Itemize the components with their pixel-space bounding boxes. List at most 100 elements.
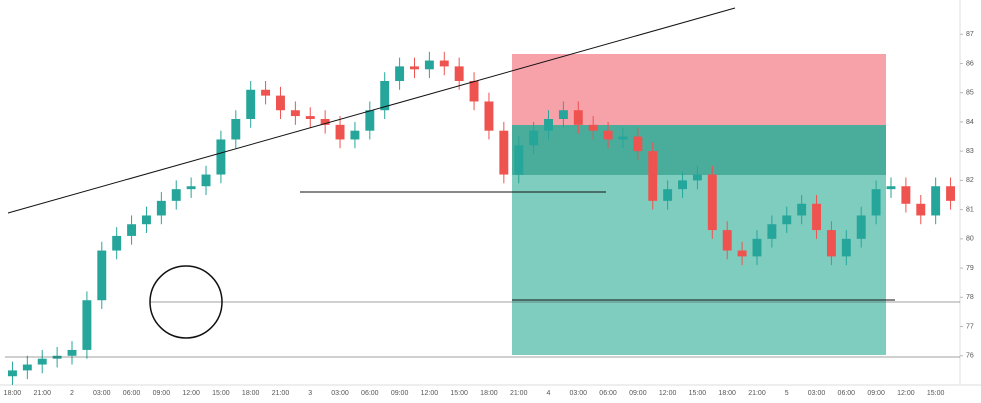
x-tick-label: 09:00 xyxy=(153,390,171,397)
candle-body xyxy=(752,238,762,257)
candle-body xyxy=(82,300,92,350)
candle-body xyxy=(633,136,643,152)
candle-body xyxy=(439,60,449,67)
y-tick-label: 87 xyxy=(966,31,974,38)
x-tick-label: 12:00 xyxy=(182,390,200,397)
candle-body xyxy=(127,224,137,236)
candle-body xyxy=(886,186,896,190)
candle-body xyxy=(901,186,911,204)
x-tick-label: 18:00 xyxy=(718,390,736,397)
x-tick-label: 15:00 xyxy=(927,390,945,397)
candle-body xyxy=(320,119,330,125)
y-tick-label: 77 xyxy=(966,323,974,330)
stop-zone xyxy=(512,54,886,125)
candle-body xyxy=(290,110,300,117)
x-tick-label: 5 xyxy=(785,390,789,397)
candle-body xyxy=(365,110,375,131)
candle-body xyxy=(558,110,568,119)
candle-body xyxy=(469,81,479,102)
x-tick-label: 18:00 xyxy=(242,390,260,397)
candle-body xyxy=(841,238,851,257)
candle-body xyxy=(588,124,598,131)
candle-body xyxy=(826,230,836,257)
candle-body xyxy=(707,174,717,231)
candle-body xyxy=(305,116,315,119)
highlight-circle xyxy=(149,265,223,339)
target-zone xyxy=(512,175,886,355)
x-tick-label: 4 xyxy=(547,390,551,397)
candle-body xyxy=(216,139,226,175)
candle-body xyxy=(618,136,628,140)
y-tick-label: 80 xyxy=(966,236,974,243)
x-tick-label: 09:00 xyxy=(391,390,409,397)
x-tick-label: 15:00 xyxy=(689,390,707,397)
candle-body xyxy=(648,151,658,201)
x-tick-label: 06:00 xyxy=(361,390,379,397)
candle-body xyxy=(484,101,494,131)
x-tick-label: 18:00 xyxy=(4,390,22,397)
x-tick-label: 21:00 xyxy=(510,390,528,397)
candle-body xyxy=(454,66,464,81)
x-tick-label: 15:00 xyxy=(450,390,468,397)
candle-body xyxy=(335,124,345,140)
candle-body xyxy=(573,110,583,125)
x-tick-label: 2 xyxy=(70,390,74,397)
y-tick-label: 81 xyxy=(966,206,974,213)
x-tick-label: 03:00 xyxy=(570,390,588,397)
candle-body xyxy=(97,250,107,301)
candle-body xyxy=(782,215,792,225)
y-tick-label: 83 xyxy=(966,148,974,155)
candle-body xyxy=(871,189,881,216)
x-tick-label: 18:00 xyxy=(480,390,498,397)
candle-body xyxy=(7,370,17,377)
x-tick-label: 3 xyxy=(308,390,312,397)
candle-body xyxy=(529,130,539,146)
x-tick-label: 12:00 xyxy=(421,390,439,397)
candle-body xyxy=(946,186,956,201)
candle-body xyxy=(603,130,613,140)
x-tick-label: 21:00 xyxy=(272,390,290,397)
x-tick-label: 06:00 xyxy=(123,390,141,397)
candle-body xyxy=(22,364,32,371)
candle-body xyxy=(395,66,405,81)
x-tick-label: 12:00 xyxy=(897,390,915,397)
y-tick-label: 76 xyxy=(966,353,974,360)
candle-body xyxy=(141,215,151,225)
candle-body xyxy=(186,186,196,190)
candle-body xyxy=(722,230,732,251)
candle-body xyxy=(692,174,702,181)
x-tick-label: 06:00 xyxy=(599,390,617,397)
candle-body xyxy=(37,358,47,365)
y-tick-label: 84 xyxy=(966,119,974,126)
candle-body xyxy=(67,349,77,356)
candle-body xyxy=(201,174,211,187)
candle-body xyxy=(797,203,807,216)
x-tick-label: 03:00 xyxy=(331,390,349,397)
x-tick-label: 12:00 xyxy=(659,390,677,397)
candle-body xyxy=(663,189,673,201)
candle-body xyxy=(916,203,926,216)
candle-body xyxy=(276,95,285,111)
candle-body xyxy=(856,215,866,239)
x-tick-label: 21:00 xyxy=(33,390,51,397)
candle-body xyxy=(261,89,271,96)
candles xyxy=(7,51,956,385)
candle-body xyxy=(812,203,822,231)
candle-body xyxy=(767,224,777,239)
target-zone-dark xyxy=(512,125,886,175)
candle-body xyxy=(380,81,390,111)
candle-body xyxy=(112,235,122,251)
x-tick-label: 06:00 xyxy=(838,390,856,397)
x-tick-label: 21:00 xyxy=(748,390,766,397)
x-tick-label: 09:00 xyxy=(629,390,647,397)
x-tick-label: 09:00 xyxy=(867,390,885,397)
candle-body xyxy=(424,60,434,70)
y-tick-label: 85 xyxy=(966,90,974,97)
candle-body xyxy=(410,66,419,70)
candle-body xyxy=(350,130,360,140)
candle-body xyxy=(246,89,256,119)
candle-body xyxy=(499,130,509,175)
x-tick-label: 03:00 xyxy=(93,390,111,397)
trend-line xyxy=(7,7,736,214)
